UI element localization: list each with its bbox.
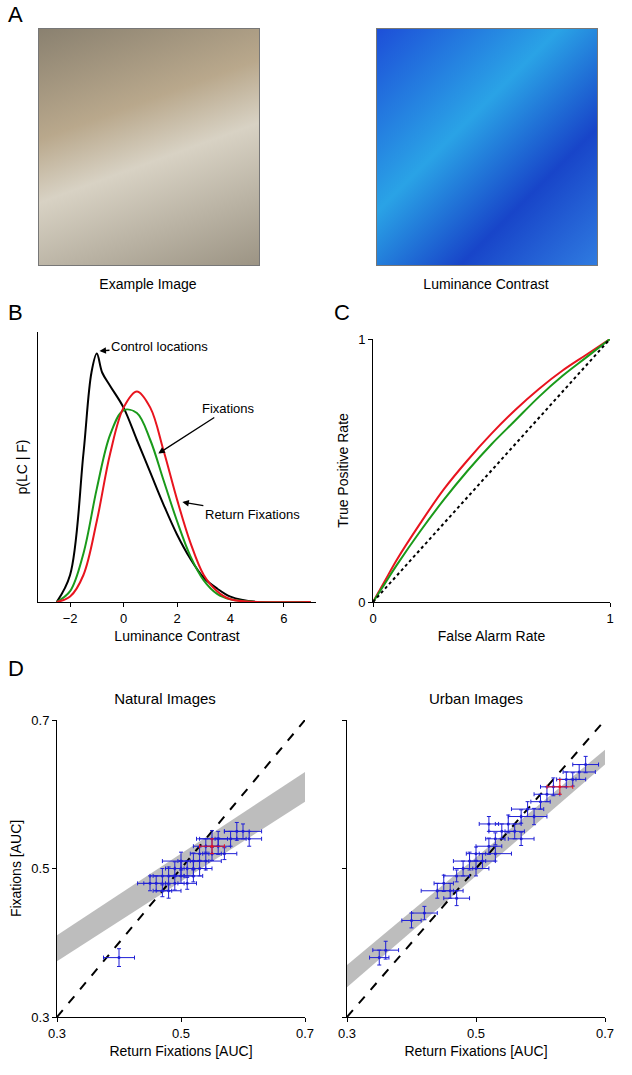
svg-text:2: 2 [173, 611, 180, 626]
svg-text:Fixations [AUC]: Fixations [AUC] [8, 820, 24, 917]
svg-text:4: 4 [227, 611, 234, 626]
svg-text:−2: −2 [63, 611, 78, 626]
svg-text:0.7: 0.7 [296, 1026, 314, 1041]
svg-text:0.7: 0.7 [31, 713, 49, 728]
html-text:Luminance Contrast: Luminance Contrast [423, 276, 549, 292]
svg-text:True Positive Rate: True Positive Rate [335, 413, 351, 528]
svg-text:1: 1 [358, 332, 365, 347]
html-text:B: B [8, 300, 23, 325]
svg-text:0.5: 0.5 [467, 1026, 485, 1041]
html-text:D: D [8, 656, 24, 681]
svg-text:Urban Images: Urban Images [429, 690, 523, 707]
svg-text:p(LC | F): p(LC | F) [14, 440, 30, 495]
svg-text:0.5: 0.5 [172, 1026, 190, 1041]
svg-text:Fixations: Fixations [202, 401, 255, 416]
svg-text:0.3: 0.3 [31, 1010, 49, 1025]
svg-text:0.5: 0.5 [31, 861, 49, 876]
svg-text:Natural Images: Natural Images [114, 690, 216, 707]
svg-text:Control locations: Control locations [111, 339, 208, 354]
html-text:A: A [8, 2, 23, 27]
svg-text:Luminance Contrast: Luminance Contrast [114, 628, 239, 644]
svg-text:6: 6 [280, 611, 287, 626]
svg-text:False Alarm Rate: False Alarm Rate [438, 628, 546, 644]
svg-text:Return Fixations [AUC]: Return Fixations [AUC] [404, 1043, 547, 1059]
svg-text:0.3: 0.3 [48, 1026, 66, 1041]
html-text:Example Image: Example Image [99, 276, 197, 292]
svg-text:0: 0 [358, 595, 365, 610]
svg-text:0.3: 0.3 [338, 1026, 356, 1041]
svg-text:Return Fixations: Return Fixations [205, 507, 300, 522]
html-text:C: C [334, 300, 350, 325]
svg-text:0: 0 [369, 611, 376, 626]
svg-text:1: 1 [606, 611, 613, 626]
svg-text:Return Fixations [AUC]: Return Fixations [AUC] [109, 1043, 252, 1059]
svg-text:0: 0 [120, 611, 127, 626]
svg-text:0.7: 0.7 [596, 1026, 614, 1041]
